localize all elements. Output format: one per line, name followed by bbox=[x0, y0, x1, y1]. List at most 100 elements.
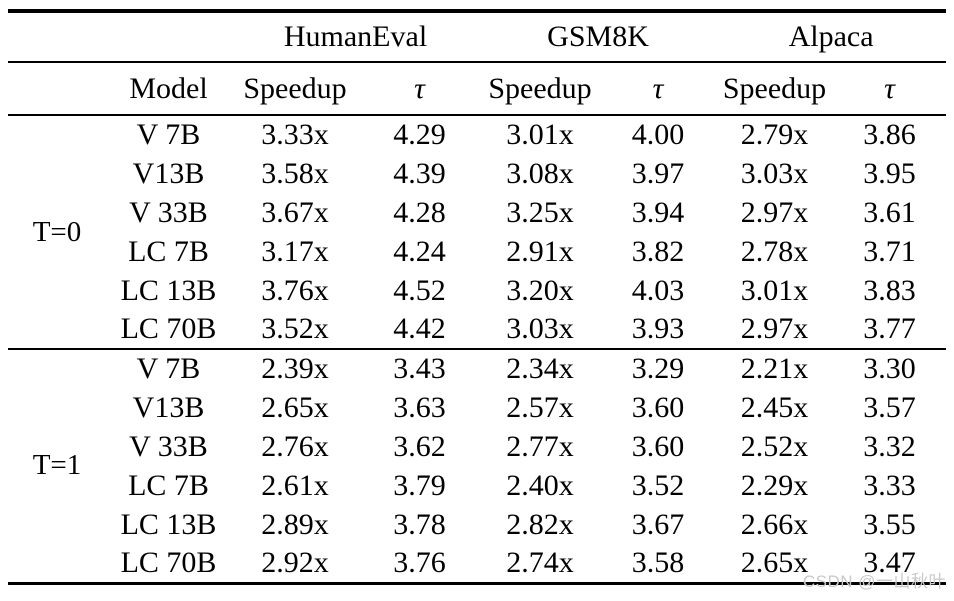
gsm8k-tau-cell: 3.67 bbox=[631, 507, 685, 541]
humaneval-speedup-cell: 3.58x bbox=[261, 156, 329, 190]
model-cell: LC 7B bbox=[128, 468, 209, 502]
model-cell: V 7B bbox=[136, 118, 201, 151]
table-row: LC 7B 2.61x 3.79 2.40x 3.52 2.29x 3.33 bbox=[8, 466, 946, 505]
alpaca-tau-cell: 3.30 bbox=[863, 352, 916, 385]
alpaca-speedup-cell: 2.65x bbox=[740, 545, 809, 579]
column-header-model: Model bbox=[129, 71, 208, 105]
gsm8k-speedup-cell: 3.08x bbox=[506, 156, 574, 190]
gsm8k-tau-cell: 3.29 bbox=[631, 352, 685, 385]
gsm8k-tau-cell: 3.52 bbox=[631, 468, 685, 502]
group-header-row: HumanEval GSM8K Alpaca bbox=[8, 11, 947, 62]
results-table: HumanEval GSM8K Alpaca Model Speedup τ S… bbox=[8, 9, 947, 585]
gsm8k-speedup-cell: 2.77x bbox=[506, 429, 574, 463]
column-header-alpaca-speedup: Speedup bbox=[722, 71, 827, 105]
gsm8k-speedup-cell: 3.25x bbox=[506, 195, 574, 229]
alpaca-tau-cell: 3.77 bbox=[863, 312, 916, 345]
alpaca-tau-cell: 3.32 bbox=[863, 429, 916, 463]
model-cell: LC 7B bbox=[128, 234, 209, 268]
model-cell: V13B bbox=[132, 390, 205, 424]
alpaca-tau-cell: 3.95 bbox=[863, 156, 916, 190]
alpaca-tau-cell: 3.71 bbox=[863, 234, 916, 268]
column-header-spacer bbox=[8, 62, 106, 115]
humaneval-tau-cell: 4.42 bbox=[393, 312, 446, 345]
group-header-spacer bbox=[8, 11, 231, 62]
humaneval-tau-cell: 3.62 bbox=[393, 429, 446, 463]
alpaca-speedup-cell: 2.29x bbox=[740, 468, 809, 502]
alpaca-speedup-cell: 3.03x bbox=[740, 156, 809, 190]
table-head: HumanEval GSM8K Alpaca Model Speedup τ S… bbox=[8, 11, 947, 115]
humaneval-tau-cell: 4.52 bbox=[393, 273, 446, 307]
table-row: LC 7B 3.17x 4.24 2.91x 3.82 2.78x 3.71 bbox=[8, 232, 946, 271]
alpaca-speedup-cell: 2.21x bbox=[740, 352, 809, 385]
alpaca-tau-cell: 3.47 bbox=[863, 545, 916, 579]
humaneval-tau-cell: 3.79 bbox=[393, 468, 446, 502]
humaneval-speedup-cell: 3.33x bbox=[261, 118, 329, 151]
humaneval-speedup-cell: 3.17x bbox=[261, 234, 329, 268]
gsm8k-tau-cell: 4.03 bbox=[631, 273, 685, 307]
gsm8k-tau-cell: 3.60 bbox=[631, 390, 685, 424]
alpaca-tau-cell: 3.33 bbox=[863, 468, 916, 502]
humaneval-speedup-cell: 2.89x bbox=[261, 507, 329, 541]
table-row: T=1 V 7B 2.39x 3.43 2.34x 3.29 2.21x 3.3… bbox=[8, 349, 946, 480]
column-header-humaneval-speedup: Speedup bbox=[243, 71, 347, 105]
gsm8k-speedup-cell: 3.01x bbox=[506, 118, 574, 151]
gsm8k-speedup-cell: 2.82x bbox=[506, 507, 574, 541]
gsm8k-tau-cell: 3.58 bbox=[631, 545, 685, 579]
model-cell: LC 13B bbox=[120, 507, 217, 541]
humaneval-tau-cell: 4.39 bbox=[393, 156, 446, 190]
table-row: V13B 3.58x 4.39 3.08x 3.97 3.03x 3.95 bbox=[8, 154, 946, 193]
column-header-humaneval-tau: τ bbox=[414, 71, 425, 105]
column-header-gsm8k-tau: τ bbox=[652, 71, 664, 105]
model-cell: V 33B bbox=[129, 195, 208, 229]
model-cell: LC 13B bbox=[120, 273, 217, 307]
column-header-alpaca-tau: τ bbox=[884, 71, 895, 105]
section-t1: T=1 V 7B 2.39x 3.43 2.34x 3.29 2.21x 3.3… bbox=[8, 349, 946, 583]
alpaca-speedup-cell: 2.78x bbox=[740, 234, 809, 268]
section-t0: T=0 V 7B 3.33x 4.29 3.01x 4.00 2.79x 3.8… bbox=[8, 115, 947, 349]
gsm8k-tau-cell: 3.97 bbox=[631, 156, 685, 190]
section-label-t1: T=1 bbox=[32, 449, 82, 482]
humaneval-tau-cell: 3.78 bbox=[393, 507, 446, 541]
column-header-gsm8k-speedup: Speedup bbox=[488, 71, 592, 105]
column-header-row: Model Speedup τ Speedup τ Speedup τ bbox=[8, 62, 947, 115]
model-cell: V 7B bbox=[136, 352, 201, 385]
table-row: V13B 2.65x 3.63 2.57x 3.60 2.45x 3.57 bbox=[8, 388, 946, 427]
model-cell: V13B bbox=[132, 156, 205, 190]
table-row: LC 13B 2.89x 3.78 2.82x 3.67 2.66x 3.55 bbox=[8, 505, 946, 544]
gsm8k-speedup-cell: 2.40x bbox=[506, 468, 574, 502]
alpaca-speedup-cell: 2.79x bbox=[740, 118, 809, 151]
humaneval-speedup-cell: 2.65x bbox=[261, 390, 329, 424]
alpaca-tau-cell: 3.61 bbox=[863, 195, 916, 229]
humaneval-tau-cell: 4.29 bbox=[393, 118, 446, 151]
humaneval-tau-cell: 3.43 bbox=[393, 352, 446, 385]
table-row: LC 70B 3.52x 4.42 3.03x 3.93 2.97x 3.77 bbox=[8, 310, 946, 349]
humaneval-speedup-cell: 2.76x bbox=[261, 429, 329, 463]
model-cell: LC 70B bbox=[120, 545, 217, 579]
table-row: V 33B 3.67x 4.28 3.25x 3.94 2.97x 3.61 bbox=[8, 193, 946, 232]
alpaca-tau-cell: 3.83 bbox=[863, 273, 916, 307]
gsm8k-tau-cell: 3.93 bbox=[631, 312, 685, 345]
alpaca-speedup-cell: 2.97x bbox=[740, 312, 809, 345]
gsm8k-speedup-cell: 2.74x bbox=[506, 545, 574, 579]
gsm8k-tau-cell: 4.00 bbox=[631, 118, 685, 151]
alpaca-speedup-cell: 2.52x bbox=[740, 429, 809, 463]
model-cell: LC 70B bbox=[120, 312, 217, 345]
group-header-alpaca: Alpaca bbox=[788, 20, 874, 53]
alpaca-tau-cell: 3.57 bbox=[863, 390, 916, 424]
alpaca-speedup-cell: 2.45x bbox=[740, 390, 809, 424]
gsm8k-tau-cell: 3.82 bbox=[631, 234, 685, 268]
humaneval-tau-cell: 4.24 bbox=[393, 234, 446, 268]
humaneval-speedup-cell: 2.61x bbox=[261, 468, 329, 502]
humaneval-speedup-cell: 2.39x bbox=[261, 352, 329, 385]
section-label-t0: T=0 bbox=[32, 215, 82, 248]
gsm8k-speedup-cell: 3.20x bbox=[506, 273, 574, 307]
table-row: LC 70B 2.92x 3.76 2.74x 3.58 2.65x 3.47 bbox=[8, 544, 946, 583]
group-header-gsm8k: GSM8K bbox=[547, 20, 649, 53]
alpaca-speedup-cell: 3.01x bbox=[740, 273, 809, 307]
gsm8k-tau-cell: 3.60 bbox=[631, 429, 685, 463]
humaneval-tau-cell: 3.76 bbox=[393, 545, 446, 579]
alpaca-speedup-cell: 2.66x bbox=[740, 507, 809, 541]
group-header-humaneval: HumanEval bbox=[283, 20, 428, 53]
alpaca-tau-cell: 3.86 bbox=[863, 118, 916, 151]
table-row: T=0 V 7B 3.33x 4.29 3.01x 4.00 2.79x 3.8… bbox=[8, 115, 946, 247]
